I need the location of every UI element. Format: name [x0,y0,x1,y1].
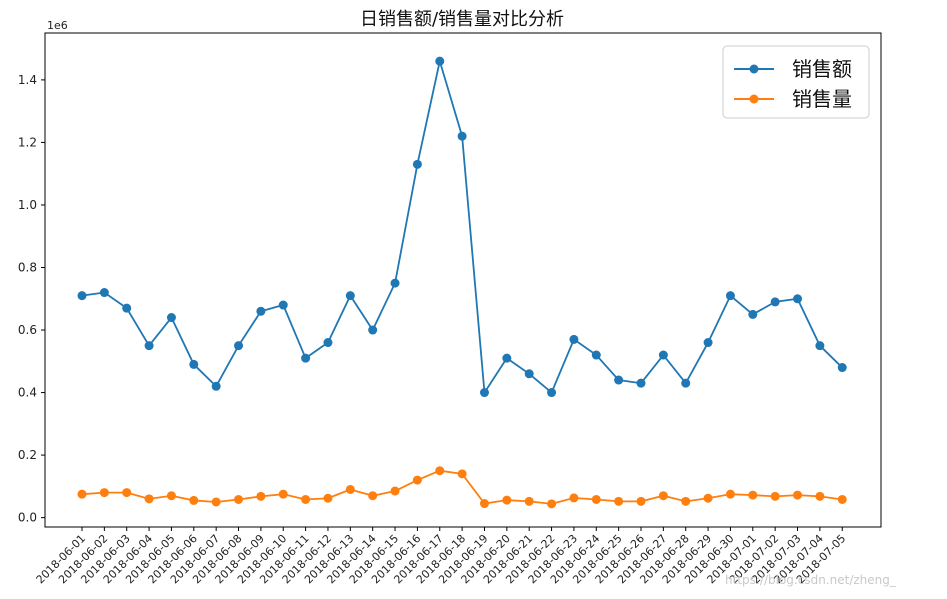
data-point [793,294,803,304]
data-point [166,491,176,501]
data-point [234,494,244,504]
data-point [144,494,154,504]
data-point [658,350,668,360]
x-axis: 2018-06-012018-06-022018-06-032018-06-04… [34,527,848,586]
data-point [345,291,355,301]
data-point [122,303,132,313]
data-point [815,491,825,501]
legend-marker [749,94,759,104]
data-point [412,475,422,485]
data-point [502,353,512,363]
data-point [681,496,691,506]
data-point [524,369,534,379]
data-point [390,278,400,288]
legend-label: 销售额 [792,57,852,81]
y-tick-label: 0.4 [18,386,37,400]
data-point [703,338,713,348]
data-point [793,490,803,500]
data-point [390,486,400,496]
data-point [368,491,378,501]
data-point [748,490,758,500]
data-point [614,496,624,506]
y-axis-offset-label: 1e6 [47,19,68,32]
data-point [479,388,489,398]
y-tick-label: 1.0 [18,198,37,212]
data-point [323,338,333,348]
data-point [323,493,333,503]
data-point [770,297,780,307]
data-point [614,375,624,385]
data-point [725,489,735,499]
y-tick-label: 0.6 [18,323,37,337]
data-point [547,388,557,398]
data-point [636,496,646,506]
data-point [479,499,489,509]
data-point [189,495,199,505]
y-tick-label: 0.2 [18,448,37,462]
data-point [770,491,780,501]
data-point [99,288,109,298]
data-point [301,353,311,363]
chart-title: 日销售额/销售量对比分析 [360,9,564,30]
data-point [658,491,668,501]
y-tick-label: 0.0 [18,511,37,525]
legend-marker [749,64,759,74]
data-point [837,494,847,504]
data-point [166,313,176,323]
y-tick-label: 1.4 [18,73,37,87]
data-point [77,489,87,499]
legend-label: 销售量 [792,87,852,111]
data-point [703,493,713,503]
data-point [234,341,244,351]
data-point [725,291,735,301]
data-point [122,488,132,498]
data-point [345,484,355,494]
data-point [457,469,467,479]
data-point [211,381,221,391]
data-point [256,306,266,316]
data-point [636,378,646,388]
data-point [278,300,288,310]
data-point [99,488,109,498]
data-point [435,56,445,66]
data-point [815,341,825,351]
series-layer [77,56,847,509]
data-point [144,341,154,351]
data-point [412,159,422,169]
watermark-text: https://blog.csdn.net/zheng_ [725,573,897,587]
data-point [256,491,266,501]
y-tick-label: 1.2 [18,135,37,149]
data-point [368,325,378,335]
data-point [502,495,512,505]
data-point [211,497,221,507]
data-point [591,494,601,504]
data-point [524,496,534,506]
data-point [301,494,311,504]
data-point [189,359,199,369]
data-point [748,309,758,319]
data-point [569,334,579,344]
data-point [569,493,579,503]
data-point [77,291,87,301]
data-point [681,378,691,388]
plot-area [44,32,882,528]
data-point [435,466,445,476]
data-point [591,350,601,360]
data-point [278,489,288,499]
data-point [547,499,557,509]
data-point [837,363,847,373]
y-axis: 0.0 0.2 0.4 0.6 0.8 1.0 1.2 1.4 [18,73,45,525]
y-tick-label: 0.8 [18,260,37,274]
data-point [457,131,467,141]
